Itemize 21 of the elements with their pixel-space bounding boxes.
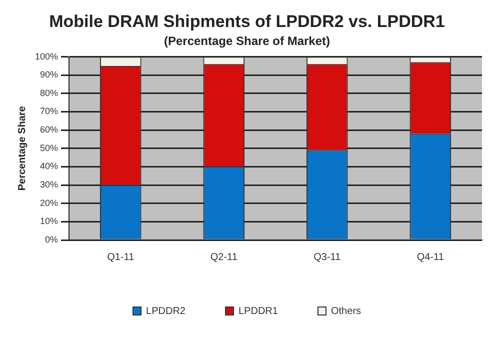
y-tick-label: 80% [40, 88, 58, 98]
legend-label: LPDDR2 [146, 306, 186, 317]
y-tick-label: 30% [40, 180, 58, 190]
y-tick-label: 90% [40, 70, 58, 80]
y-tick-label: 60% [40, 124, 58, 135]
x-tick-label: Q4-11 [416, 252, 444, 263]
chart-subtitle: (Percentage Share of Market) [164, 34, 330, 48]
y-axis-title: Percentage Share [16, 106, 28, 191]
y-tick-label: 50% [40, 142, 58, 153]
legend-label: LPDDR1 [238, 306, 278, 317]
chart-title: Mobile DRAM Shipments of LPDDR2 vs. LPDDR1 [49, 12, 445, 31]
y-tick-label: 0% [45, 234, 58, 244]
x-tick-label: Q3-11 [314, 252, 342, 263]
y-tick-label: 70% [40, 106, 58, 116]
x-tick-label: Q2-11 [210, 252, 238, 263]
y-tick-label: 40% [40, 161, 58, 172]
y-tick-label: 20% [40, 198, 58, 208]
x-tick-label: Q1-11 [107, 252, 135, 263]
legend-label: Others [330, 306, 361, 317]
y-tick-label: 10% [40, 216, 58, 226]
y-tick-label: 100% [34, 51, 58, 62]
